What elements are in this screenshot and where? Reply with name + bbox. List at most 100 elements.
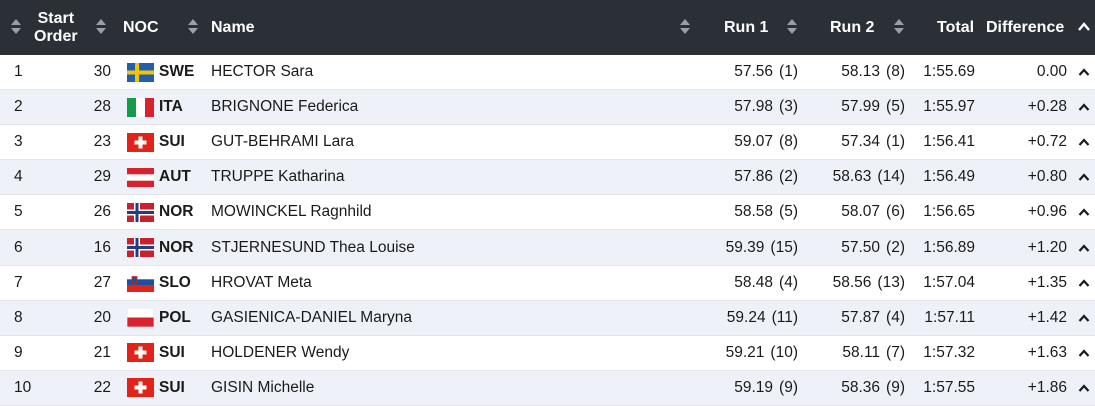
run2-cell: 57.87 (4) <box>841 308 905 326</box>
total-cell: 1:55.69 <box>923 63 975 81</box>
athlete-name-cell: GISIN Michelle <box>211 378 315 396</box>
run1-cell: 59.39 (15) <box>725 238 798 256</box>
difference-cell: +1.86 <box>1027 378 1067 396</box>
expand-row-chevron-up-icon[interactable] <box>1078 195 1090 229</box>
run1-cell: 59.21 (10) <box>725 343 798 361</box>
sui-flag-icon <box>127 132 154 152</box>
expand-row-chevron-up-icon[interactable] <box>1078 90 1090 124</box>
header-noc[interactable]: NOC <box>123 18 159 36</box>
expand-row-chevron-up-icon[interactable] <box>1078 230 1090 264</box>
run1-cell: 57.86 (2) <box>734 168 798 186</box>
slo-flag-icon <box>127 273 154 293</box>
table-row-5[interactable]: 5 26 NOR MOWINCKEL Ragnhild 58.58 (5) 58.… <box>0 195 1095 231</box>
flag-cell <box>127 301 154 335</box>
header-total[interactable]: Total <box>937 18 975 36</box>
difference-cell: +1.42 <box>1027 308 1067 326</box>
table-row-8[interactable]: 8 20 POL GASIENICA-DANIEL Maryna 59.24 (1… <box>0 300 1095 336</box>
noc-cell: SUI <box>159 378 185 396</box>
flag-cell <box>127 371 154 405</box>
noc-cell: SLO <box>159 273 191 291</box>
athlete-name-cell: TRUPPE Katharina <box>211 168 345 186</box>
difference-cell: 0.00 <box>1036 63 1067 81</box>
run2-cell: 58.11 (7) <box>842 343 905 361</box>
header-run1[interactable]: Run 1 <box>724 18 769 36</box>
start-order-cell: 20 <box>93 308 111 326</box>
swe-flag-icon <box>127 62 154 82</box>
noc-cell: SWE <box>159 63 195 81</box>
expand-row-chevron-up-icon[interactable] <box>1078 125 1090 159</box>
start-order-cell: 16 <box>93 238 111 256</box>
difference-cell: +0.96 <box>1027 203 1067 221</box>
total-cell: 1:57.32 <box>923 343 975 361</box>
rank-cell: 2 <box>14 98 23 116</box>
sort-start-order-icon[interactable] <box>10 18 22 36</box>
flag-cell <box>127 55 154 89</box>
start-order-cell: 26 <box>93 203 111 221</box>
total-cell: 1:57.04 <box>923 273 975 291</box>
total-cell: 1:56.41 <box>923 133 975 151</box>
table-row-9[interactable]: 9 21 SUI HOLDENER Wendy 59.21 (10) 58.11(… <box>0 335 1095 371</box>
run1-cell: 57.56 (1) <box>734 63 798 81</box>
difference-cell: +0.28 <box>1027 98 1067 116</box>
start-order-cell: 28 <box>93 98 111 116</box>
results-table-body: 1 30 SWE HECTOR Sara 57.56 (1) 58.13 (8) 1… <box>0 55 1095 406</box>
expand-row-chevron-up-icon[interactable] <box>1078 55 1090 89</box>
flag-cell <box>127 125 154 159</box>
run1-cell: 59.24 (11) <box>726 308 798 326</box>
expand-row-chevron-up-icon[interactable] <box>1078 371 1090 405</box>
expand-row-chevron-up-icon[interactable] <box>1078 160 1090 194</box>
sort-noc-icon[interactable] <box>95 18 107 36</box>
rank-cell: 5 <box>14 203 23 221</box>
expand-row-chevron-up-icon[interactable] <box>1078 266 1090 300</box>
rank-cell: 10 <box>14 378 32 396</box>
expand-row-chevron-up-icon[interactable] <box>1078 301 1090 335</box>
table-row-3[interactable]: 3 23 SUI GUT-BEHRAMI Lara 59.07 (8) 57.34… <box>0 125 1095 161</box>
athlete-name-cell: MOWINCKEL Ragnhild <box>211 203 372 221</box>
table-row-4[interactable]: 4 29 AUT TRUPPE Katharina 57.86 (2) 58.63… <box>0 160 1095 196</box>
noc-cell: SUI <box>159 343 185 361</box>
rank-cell: 7 <box>14 273 23 291</box>
header-difference[interactable]: Difference <box>986 18 1065 36</box>
run2-cell: 58.36 (9) <box>841 378 905 396</box>
header-start-order[interactable]: Start Order <box>34 0 78 55</box>
table-row-6[interactable]: 6 16 NOR STJERNESUND Thea Louise 59.39 (1… <box>0 230 1095 266</box>
collapse-all-chevron-up-icon[interactable] <box>1077 21 1091 33</box>
run2-cell: 57.50 (2) <box>841 238 905 256</box>
start-order-cell: 29 <box>93 168 111 186</box>
table-row-7[interactable]: 7 27 SLO HROVAT Meta 58.48 (4) 58.56 (13) … <box>0 265 1095 301</box>
athlete-name-cell: STJERNESUND Thea Louise <box>211 238 415 256</box>
noc-cell: NOR <box>159 203 194 221</box>
athlete-name-cell: GUT-BEHRAMI Lara <box>211 133 354 151</box>
total-cell: 1:57.11 <box>924 308 975 326</box>
rank-cell: 3 <box>14 133 23 151</box>
athlete-name-cell: HECTOR Sara <box>211 63 314 81</box>
flag-cell <box>127 266 154 300</box>
run1-cell: 58.48 (4) <box>734 273 798 291</box>
header-name[interactable]: Name <box>211 18 255 36</box>
sort-run2-icon[interactable] <box>786 18 798 36</box>
start-order-cell: 27 <box>93 273 111 291</box>
noc-cell: SUI <box>159 133 185 151</box>
athlete-name-cell: HOLDENER Wendy <box>211 343 350 361</box>
run2-cell: 58.13 (8) <box>841 63 905 81</box>
header-start-order-line1: Start <box>37 9 75 27</box>
sort-run1-icon[interactable] <box>679 18 691 36</box>
run2-cell: 58.07 (6) <box>841 203 905 221</box>
table-row-1[interactable]: 1 30 SWE HECTOR Sara 57.56 (1) 58.13 (8) 1… <box>0 55 1095 91</box>
header-run2[interactable]: Run 2 <box>830 18 875 36</box>
table-row-2[interactable]: 2 28 ITA BRIGNONE Federica 57.98 (3) 57.9… <box>0 90 1095 126</box>
start-order-cell: 30 <box>93 63 111 81</box>
rank-cell: 9 <box>14 343 23 361</box>
flag-cell <box>127 160 154 194</box>
run1-cell: 59.19 (9) <box>734 378 798 396</box>
expand-row-chevron-up-icon[interactable] <box>1078 336 1090 370</box>
nor-flag-icon <box>127 202 154 222</box>
difference-cell: +0.72 <box>1027 133 1067 151</box>
sort-name-icon[interactable] <box>187 18 199 36</box>
table-row-10[interactable]: 10 22 SUI GISIN Michelle 59.19 (9) 58.36(… <box>0 370 1095 406</box>
flag-cell <box>127 195 154 229</box>
rank-cell: 6 <box>14 238 23 256</box>
sort-total-icon[interactable] <box>893 18 905 36</box>
total-cell: 1:56.65 <box>923 203 975 221</box>
athlete-name-cell: HROVAT Meta <box>211 273 312 291</box>
